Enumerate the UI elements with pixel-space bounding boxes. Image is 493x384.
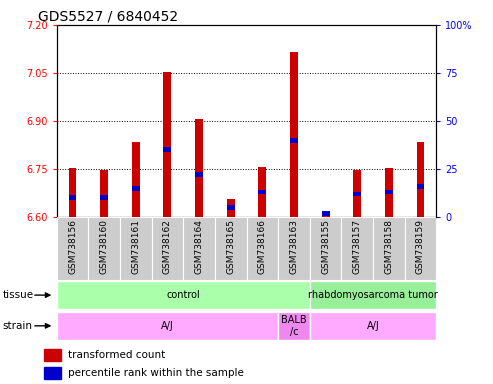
Bar — [258, 167, 266, 217]
Bar — [290, 138, 298, 142]
Bar — [69, 195, 76, 200]
FancyBboxPatch shape — [278, 312, 310, 340]
Text: GSM738155: GSM738155 — [321, 220, 330, 275]
Text: A/J: A/J — [161, 321, 174, 331]
Text: percentile rank within the sample: percentile rank within the sample — [68, 368, 244, 378]
Bar — [164, 147, 172, 152]
FancyBboxPatch shape — [405, 217, 436, 280]
Bar — [321, 212, 329, 217]
Bar — [195, 172, 203, 177]
FancyBboxPatch shape — [246, 217, 278, 280]
Bar — [385, 190, 393, 194]
Bar — [195, 119, 203, 217]
Bar — [44, 367, 61, 379]
Bar — [417, 184, 424, 189]
Bar — [385, 168, 393, 217]
Text: GSM738157: GSM738157 — [352, 220, 362, 275]
Bar — [44, 349, 61, 361]
Text: GSM738164: GSM738164 — [195, 220, 204, 275]
Bar — [164, 72, 172, 217]
Text: GSM738162: GSM738162 — [163, 220, 172, 275]
FancyBboxPatch shape — [88, 217, 120, 280]
Bar — [353, 170, 361, 217]
Text: tissue: tissue — [2, 290, 34, 300]
Bar — [227, 199, 235, 217]
Text: GSM738159: GSM738159 — [416, 220, 425, 275]
Text: GSM738158: GSM738158 — [385, 220, 393, 275]
FancyBboxPatch shape — [341, 217, 373, 280]
Bar — [290, 52, 298, 217]
Text: BALB
/c: BALB /c — [281, 315, 307, 337]
Bar — [258, 190, 266, 194]
Text: GSM738165: GSM738165 — [226, 220, 235, 275]
Bar — [100, 170, 108, 217]
Bar — [227, 205, 235, 210]
Bar — [100, 195, 108, 200]
FancyBboxPatch shape — [310, 281, 436, 309]
Text: control: control — [166, 290, 200, 300]
Text: GSM738166: GSM738166 — [258, 220, 267, 275]
FancyBboxPatch shape — [278, 217, 310, 280]
Text: rhabdomyosarcoma tumor: rhabdomyosarcoma tumor — [308, 290, 438, 300]
FancyBboxPatch shape — [57, 281, 310, 309]
FancyBboxPatch shape — [215, 217, 246, 280]
Bar — [69, 168, 76, 217]
Bar — [132, 142, 140, 217]
Text: GDS5527 / 6840452: GDS5527 / 6840452 — [37, 10, 178, 24]
FancyBboxPatch shape — [57, 217, 88, 280]
FancyBboxPatch shape — [57, 312, 278, 340]
Text: transformed count: transformed count — [68, 350, 165, 360]
FancyBboxPatch shape — [373, 217, 405, 280]
Bar — [353, 192, 361, 196]
Bar — [417, 142, 424, 217]
FancyBboxPatch shape — [310, 217, 341, 280]
FancyBboxPatch shape — [152, 217, 183, 280]
Text: A/J: A/J — [367, 321, 380, 331]
Bar — [132, 186, 140, 190]
Text: GSM738163: GSM738163 — [289, 220, 298, 275]
FancyBboxPatch shape — [120, 217, 152, 280]
Bar — [321, 211, 329, 215]
FancyBboxPatch shape — [310, 312, 436, 340]
Text: GSM738161: GSM738161 — [131, 220, 141, 275]
Text: GSM738160: GSM738160 — [100, 220, 108, 275]
FancyBboxPatch shape — [183, 217, 215, 280]
Text: strain: strain — [2, 321, 33, 331]
Text: GSM738156: GSM738156 — [68, 220, 77, 275]
